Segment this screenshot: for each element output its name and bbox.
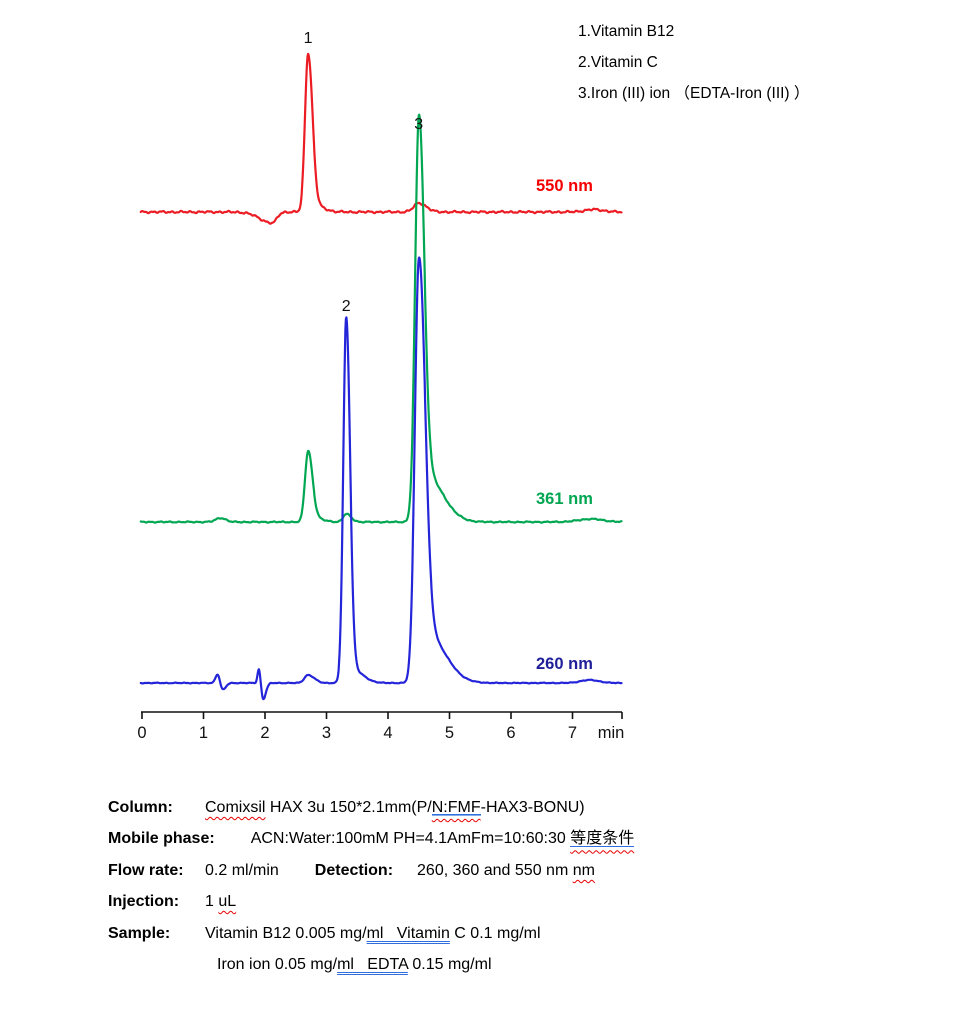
x-axis-tick-label: 0 <box>137 724 146 742</box>
method-details: Column: Comixsil HAX 3u 150*2.1mm(P/N:FMF… <box>108 792 635 980</box>
method-segment: uL <box>218 893 237 911</box>
x-axis-tick-label: 4 <box>383 724 392 742</box>
x-axis-tick-label: 1 <box>199 724 208 742</box>
trace-361-nm <box>139 113 623 524</box>
method-segment: ACN:Water:100mM PH=4.1AmFm=10:60:30 <box>250 830 571 848</box>
method-segment: Comixsil <box>205 799 266 816</box>
x-axis-tick-label: 6 <box>506 724 515 742</box>
method-line: Column: Comixsil HAX 3u 150*2.1mm(P/N:FMF… <box>108 792 634 823</box>
peak-label-1: 1 <box>304 30 313 47</box>
method-segment: Sample: <box>108 924 171 942</box>
peak-legend: 1.Vitamin B12 2.Vitamin C 3.Iron (III) i… <box>578 16 809 109</box>
method-line: Mobile phase: ACN:Water:100mM PH=4.1AmFm=… <box>108 823 635 854</box>
method-segment: HAX 3u 150*2.1mm(P/ <box>265 799 432 816</box>
method-line: Iron ion 0.05 mg/ml EDTA 0.15 mg/ml <box>108 949 634 980</box>
method-segment: ml EDTA <box>337 956 408 974</box>
method-segment: 0.15 mg/ml <box>407 956 492 974</box>
peak-label-3: 3 <box>414 116 423 133</box>
method-segment: 等度条件 <box>570 830 635 848</box>
method-line: Injection: 1 uL <box>108 886 634 917</box>
method-line: Sample: Vitamin B12 0.005 mg/ml Vitamin C… <box>108 918 634 949</box>
peak-label-2: 2 <box>342 298 351 315</box>
method-segment: C 0.1 mg/ml <box>449 924 541 942</box>
x-axis-tick-label: 2 <box>260 724 269 742</box>
method-segment: Detection: <box>314 861 394 879</box>
method-segment: Flow rate: <box>108 861 184 879</box>
x-axis-tick-label: 5 <box>445 724 454 742</box>
method-segment: ml Vitamin <box>366 924 450 942</box>
x-axis-unit-label: min <box>598 724 625 742</box>
method-line: Flow rate: 0.2 ml/min Detection: 260, 360 a… <box>108 855 634 886</box>
legend-item-3: 3.Iron (III) ion （EDTA-Iron (III) ） <box>578 85 810 102</box>
method-segment: 0.2 ml/min <box>205 861 279 879</box>
x-axis-tick-label: 7 <box>568 724 577 742</box>
method-segment: Column: <box>108 799 173 816</box>
legend-item-2: 2.Vitamin C <box>578 54 658 71</box>
method-segment: Vitamin B12 0.005 mg/ <box>205 924 367 942</box>
method-segment: 1 <box>205 893 219 911</box>
wavelength-label-260-nm: 260 nm <box>536 655 593 673</box>
method-segment: Injection: <box>108 893 180 911</box>
method-segment: nm <box>572 861 595 879</box>
method-segment: Mobile phase: <box>108 830 215 848</box>
method-segment: -HAX3-BONU) <box>480 799 585 816</box>
trace-550-nm <box>139 52 623 225</box>
chromatogram-plot: 0 1 2 3 4 5 6 7 min 550 nm 361 nm 260 nm 1 2 3 <box>137 30 625 742</box>
method-segment: N:FMF <box>431 799 481 816</box>
wavelength-label-550-nm: 550 nm <box>536 177 593 195</box>
wavelength-label-361-nm: 361 nm <box>536 490 593 508</box>
trace-260-nm <box>139 256 623 701</box>
method-segment: 260, 360 and 550 nm <box>417 861 573 879</box>
legend-item-1: 1.Vitamin B12 <box>578 23 675 40</box>
x-axis-tick-label: 3 <box>322 724 331 742</box>
method-segment: Iron ion 0.05 mg/ <box>217 956 338 974</box>
